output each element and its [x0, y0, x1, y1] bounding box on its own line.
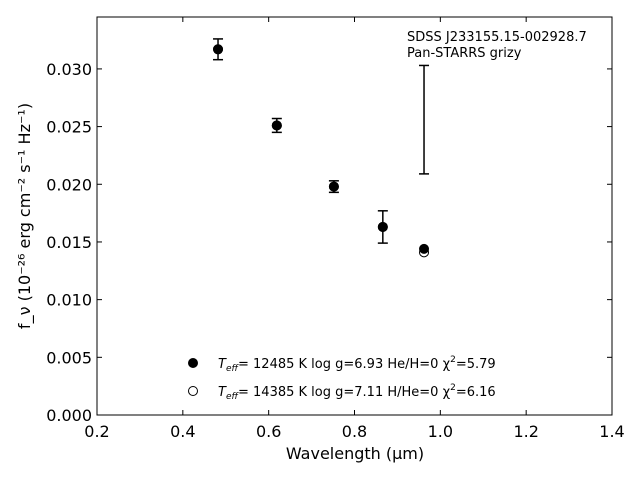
- model-point-filled: [419, 243, 430, 254]
- model-point-filled: [271, 120, 282, 131]
- legend-label-2: Teff= 14385 K log g=7.11 H/He=0 χ2=6.16: [218, 383, 496, 402]
- plot-frame: [96, 16, 613, 416]
- y-ticks: 0.000 0.005 0.010 0.015 0.020 0.025 0.030: [46, 60, 612, 425]
- x-tick-label: 0.4: [170, 422, 195, 441]
- x-tick-label: 0.6: [256, 422, 281, 441]
- error-bars: [213, 38, 430, 244]
- y-tick-label: 0.020: [46, 175, 92, 194]
- y-tick-label: 0.000: [46, 406, 92, 425]
- annotation-survey: Pan-STARRS grizy: [407, 46, 522, 61]
- y-tick-label: 0.015: [46, 233, 92, 252]
- x-tick-label: 1.0: [428, 422, 453, 441]
- y-axis-label: f_ν (10⁻²⁶ erg cm⁻² s⁻¹ Hz⁻¹): [15, 103, 35, 329]
- y-tick-label: 0.010: [46, 291, 92, 310]
- legend-marker-open: [188, 386, 198, 396]
- legend-marker-filled: [188, 358, 198, 368]
- data-points: [213, 44, 430, 258]
- x-tick-label: 0.8: [342, 422, 367, 441]
- y-tick-label: 0.005: [46, 348, 92, 367]
- legend-label-1: Teff= 12485 K log g=6.93 He/H=0 χ2=5.79: [218, 355, 496, 374]
- error-bar: [419, 64, 430, 175]
- x-axis-label: Wavelength (μm): [286, 444, 424, 463]
- axes: [96, 16, 613, 416]
- x-ticks: 0.2 0.4 0.6 0.8 1.0 1.2 1.4: [84, 17, 625, 441]
- model-point-filled: [328, 181, 339, 192]
- model-point-filled: [377, 221, 388, 232]
- x-tick-label: 0.2: [84, 422, 109, 441]
- annotation-object-name: SDSS J233155.15-002928.7: [407, 30, 587, 45]
- legend: Teff= 12485 K log g=6.93 He/H=0 χ2=5.79 …: [188, 355, 496, 402]
- x-tick-label: 1.4: [599, 422, 624, 441]
- x-tick-label: 1.2: [513, 422, 538, 441]
- y-tick-label: 0.030: [46, 60, 92, 79]
- model-point-filled: [213, 44, 224, 55]
- y-tick-label: 0.025: [46, 118, 92, 137]
